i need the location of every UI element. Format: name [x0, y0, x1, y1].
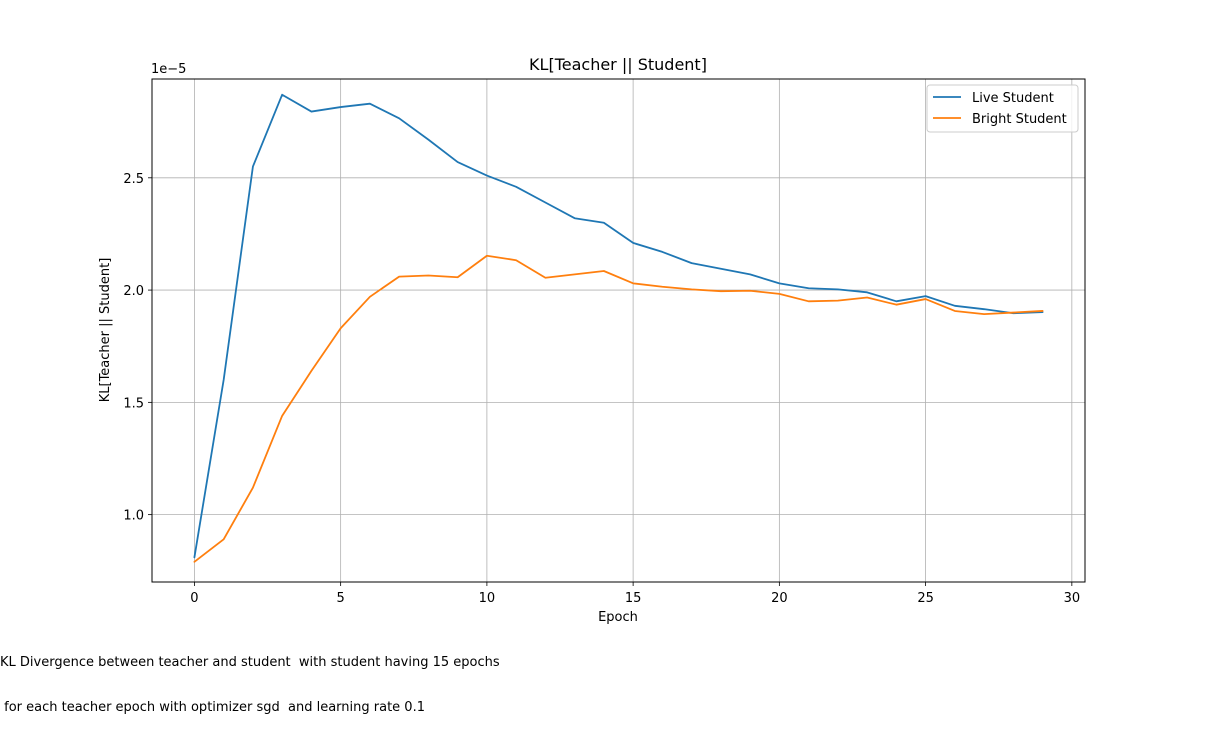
legend-box [926, 84, 1079, 133]
y-tick-label: 1.5 [123, 396, 144, 411]
series-line-2 [193, 254, 1044, 563]
x-axis-label: Epoch [598, 610, 638, 625]
legend-label: Live Student [972, 91, 1054, 106]
caption-line-1: KL Divergence between teacher and studen… [0, 655, 500, 670]
x-tick-label: 5 [337, 591, 345, 606]
y-tick-label: 2.0 [123, 284, 144, 299]
y-axis-label: KL[Teacher || Student] [98, 258, 113, 403]
kl-line-chart: 0 5 10 15 20 25 30 1.0 1.5 2.0 2.5 KL[Teacher || S… [98, 55, 1086, 625]
x-tick-label: 30 [1064, 591, 1081, 606]
y-tick-label: 1.0 [123, 509, 144, 524]
axis-ticks: 0 5 10 15 20 25 30 1.0 1.5 2.0 2.5 [123, 172, 1080, 606]
legend-label: Bright Student [972, 112, 1067, 127]
legend: Live Student Bright Student [926, 84, 1079, 133]
x-tick-label: 0 [190, 591, 198, 606]
series-lines [193, 93, 1044, 563]
grid-lines [152, 79, 1085, 582]
chart-title: KL[Teacher || Student] [529, 55, 707, 74]
y-tick-label: 2.5 [123, 172, 144, 187]
x-tick-label: 10 [479, 591, 496, 606]
plot-area-frame [151, 78, 1086, 583]
x-tick-label: 20 [771, 591, 788, 606]
y-axis-offset-label: 1e−5 [151, 62, 186, 77]
series-line-1 [193, 93, 1044, 559]
x-tick-label: 25 [917, 591, 934, 606]
caption-line-2: for each teacher epoch with optimizer sg… [0, 700, 425, 715]
figure-caption: KL Divergence between teacher and studen… [0, 625, 500, 730]
x-tick-label: 15 [625, 591, 642, 606]
